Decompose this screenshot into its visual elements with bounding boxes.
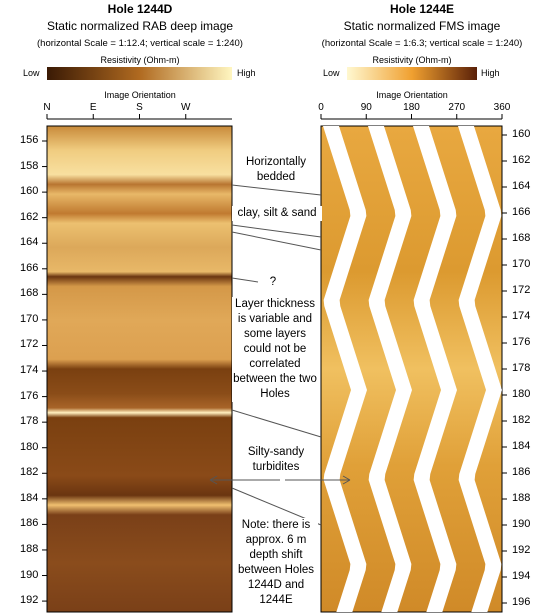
tick-label: 192	[512, 544, 531, 556]
pad-gap	[458, 126, 502, 612]
colorbar	[47, 67, 232, 80]
tick-label: 160	[512, 128, 531, 140]
annotation: Silty-sandy turbidites	[238, 445, 314, 475]
tick-label: 158	[20, 159, 39, 172]
subtitle: Static normalized FMS image	[343, 19, 501, 33]
annotation: Note: there is approx. 6 m depth shift b…	[234, 518, 318, 608]
tick-label: 162	[20, 210, 39, 223]
tick-label: 90	[360, 102, 372, 113]
tick-label: 164	[512, 180, 531, 192]
tick-label: 190	[20, 568, 39, 581]
tick-label: 176	[20, 389, 39, 402]
tick-label: 180	[403, 102, 420, 113]
tick-label: 166	[20, 261, 39, 274]
tick-label: 0	[318, 102, 324, 113]
tick-label: 174	[20, 364, 39, 377]
annotation: Horizontally bedded	[240, 155, 312, 185]
tick-label: 174	[512, 310, 531, 322]
tick-label: 170	[20, 312, 39, 325]
title: Hole 1244E	[389, 2, 455, 16]
tick-label: N	[43, 102, 51, 113]
fms-pad-gaps	[323, 126, 502, 612]
tick-label: 172	[20, 338, 39, 351]
subtitle: Static normalized RAB deep image	[46, 19, 234, 33]
tick-label: 192	[20, 594, 39, 607]
tick-label: 166	[512, 206, 531, 218]
tick-label: 270	[448, 102, 466, 113]
tick-label: 182	[512, 414, 531, 426]
colorbar	[347, 67, 477, 80]
tick-label: 168	[20, 287, 39, 300]
tick-label: 186	[20, 517, 39, 530]
colorbar-high: High	[481, 68, 500, 78]
tick-label: 170	[512, 258, 531, 270]
tick-label: 196	[512, 596, 531, 608]
tick-label: 160	[20, 185, 39, 198]
tick-label: 176	[512, 336, 531, 348]
tick-label: 184	[512, 440, 531, 452]
tick-label: 178	[512, 362, 531, 374]
tick-label: 172	[512, 284, 531, 296]
rab-image	[46, 125, 233, 613]
tick-label: 162	[512, 154, 531, 166]
scale: (horizontal Scale = 1:12.4; vertical sca…	[37, 38, 243, 49]
tick-label: 156	[20, 134, 39, 146]
pad-gap	[323, 126, 367, 612]
scale: (horizontal Scale = 1:6.3; vertical scal…	[321, 38, 523, 49]
title: Hole 1244D	[107, 2, 173, 16]
tick-label: W	[181, 102, 191, 113]
tick-label: 194	[512, 570, 531, 582]
tick-label: S	[136, 102, 143, 113]
annotation: Layer thickness is variable and some lay…	[232, 297, 318, 402]
colorbar-label: Resistivity (Ohm-m)	[372, 55, 452, 65]
tick-label: E	[89, 102, 97, 113]
tick-label: 190	[512, 518, 531, 530]
tick-label: 168	[512, 232, 531, 244]
annotation: ?	[266, 275, 280, 290]
tick-label: 186	[512, 466, 531, 478]
tick-label: 178	[20, 415, 39, 428]
colorbar-high: High	[237, 68, 256, 78]
pad-gap	[413, 126, 457, 612]
tick-label: 180	[512, 388, 531, 400]
tick-label: 188	[512, 492, 531, 504]
pad-gap	[368, 126, 412, 612]
annotation: clay, silt & sand	[232, 206, 322, 221]
tick-label: 188	[20, 542, 39, 555]
tick-label: 164	[20, 236, 39, 249]
colorbar-low: Low	[23, 68, 40, 78]
tick-label: 184	[20, 491, 39, 504]
tick-label: 360	[493, 102, 511, 113]
colorbar-label: Resistivity (Ohm-m)	[100, 55, 180, 65]
tick-label: 182	[20, 466, 39, 479]
tick-label: 180	[20, 440, 39, 453]
orientation-label: Image Orientation	[376, 90, 448, 100]
orientation-label: Image Orientation	[104, 90, 176, 100]
colorbar-low: Low	[323, 68, 340, 78]
